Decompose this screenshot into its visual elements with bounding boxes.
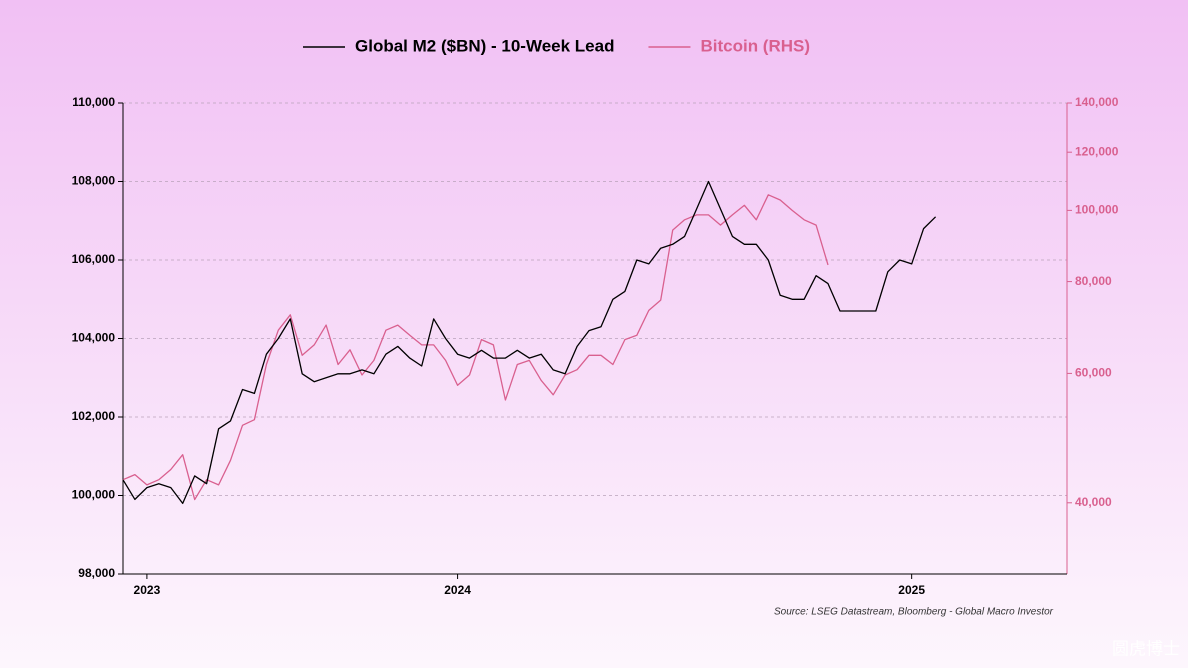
y-tick-label: 104,000 <box>72 331 116 345</box>
y-tick-label: 98,000 <box>78 566 115 580</box>
x-tick-label: 2025 <box>898 583 925 597</box>
y2-tick-label: 100,000 <box>1075 203 1119 217</box>
x-tick-label: 2023 <box>134 583 161 597</box>
y-tick-label: 102,000 <box>72 409 116 423</box>
y2-tick-label: 60,000 <box>1075 366 1112 380</box>
y2-tick-label: 80,000 <box>1075 274 1112 288</box>
y2-tick-label: 140,000 <box>1075 95 1119 109</box>
y-tick-label: 108,000 <box>72 174 116 188</box>
y-tick-label: 110,000 <box>72 95 115 109</box>
y-tick-label: 100,000 <box>72 488 116 502</box>
watermark: 圆虎博士 <box>1112 639 1180 658</box>
legend-label: Global M2 ($BN) - 10-Week Lead <box>355 36 614 55</box>
data-line <box>122 194 829 501</box>
y-tick-label: 106,000 <box>72 252 116 266</box>
y2-tick-label: 120,000 <box>1075 144 1119 158</box>
data-line <box>122 180 937 505</box>
x-tick-label: 2024 <box>444 583 471 597</box>
legend-label: Bitcoin (RHS) <box>700 36 810 55</box>
source: Source: LSEG Datastream, Bloomberg - Glo… <box>774 607 1054 618</box>
y2-tick-label: 40,000 <box>1075 495 1112 509</box>
